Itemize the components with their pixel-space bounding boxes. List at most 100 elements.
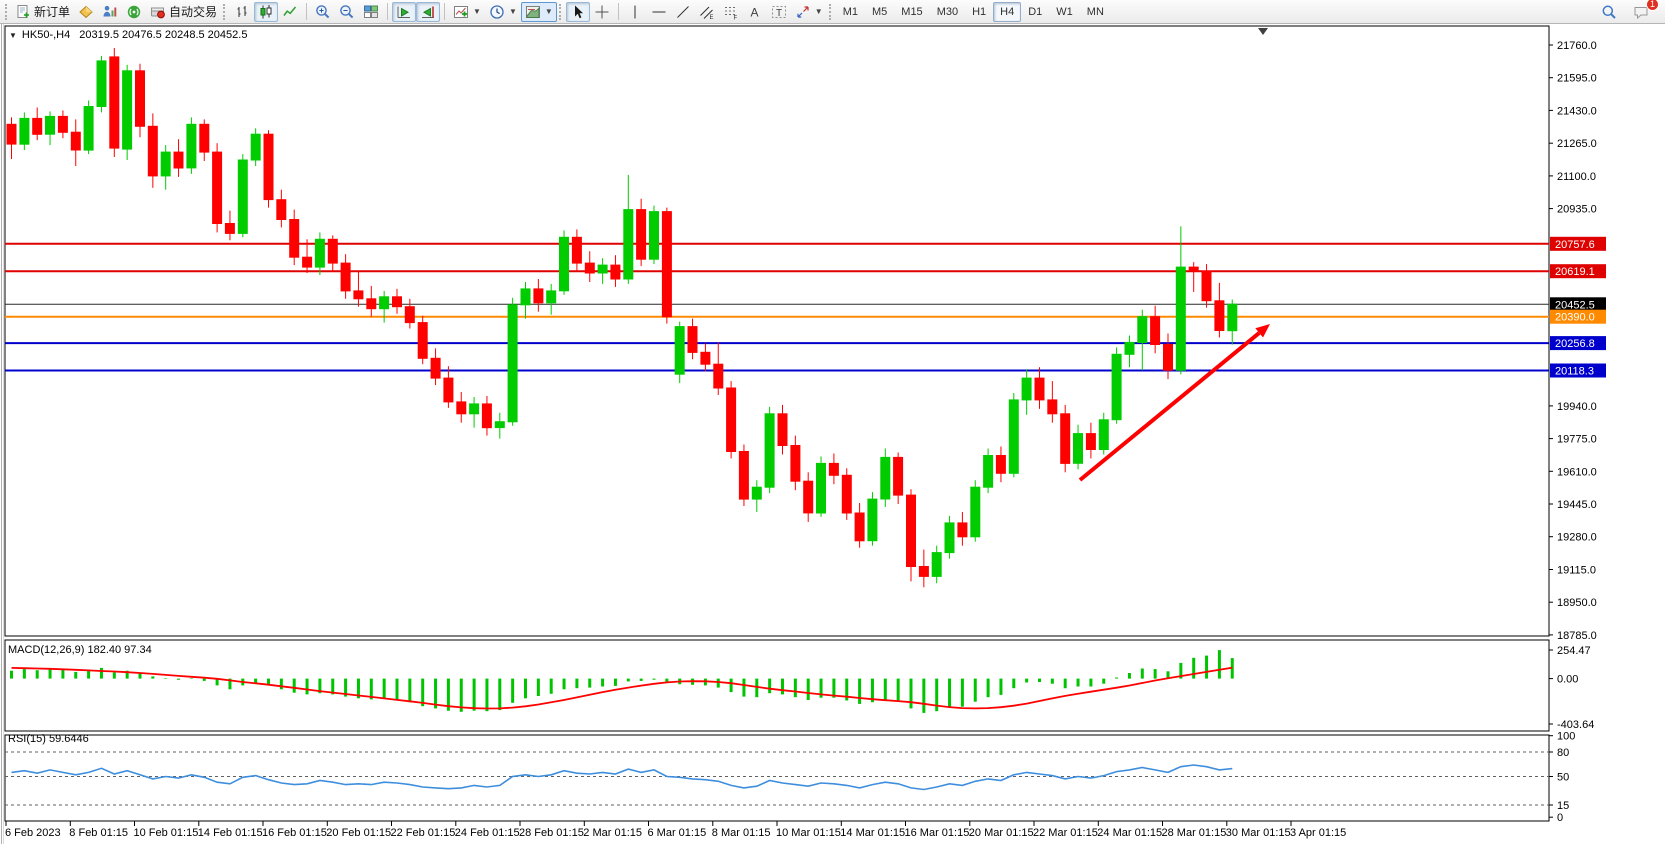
equidistant-channel-button[interactable]: E <box>695 2 719 22</box>
line-chart-button[interactable] <box>278 2 302 22</box>
auto-scroll-button[interactable] <box>392 1 417 22</box>
candle-body <box>533 288 544 304</box>
timeframe-m5[interactable]: M5 <box>872 5 888 18</box>
candle-body <box>57 115 68 133</box>
market-depth-button[interactable] <box>98 2 122 22</box>
candle-body <box>1073 433 1083 464</box>
timeframe-h1[interactable]: H1 <box>972 5 987 18</box>
periods-button[interactable]: ▼ <box>485 2 521 22</box>
candle-body <box>1201 270 1212 302</box>
candle-body <box>546 290 557 304</box>
text-button[interactable]: A <box>743 2 767 22</box>
zoom-in-button[interactable] <box>311 2 335 22</box>
collapse-triangle-icon[interactable]: ▼ <box>9 31 17 40</box>
candle-body <box>443 377 454 403</box>
candle-body <box>649 211 659 260</box>
vertical-line-button[interactable] <box>623 2 647 22</box>
horizontal-line-button[interactable] <box>647 2 671 22</box>
macd-axis-label: -403.64 <box>1557 719 1594 731</box>
candle-body <box>366 298 377 310</box>
indicators-button[interactable]: ▼ <box>449 2 485 22</box>
timeframe-d1[interactable]: D1 <box>1028 5 1043 18</box>
candle-body <box>199 123 210 153</box>
chart-ohlc-info[interactable]: ▼ HK50-,H4 20319.5 20476.5 20248.5 20452.5 <box>9 29 247 41</box>
candle-body <box>906 494 916 568</box>
autotrading-label: 自动交易 <box>169 5 218 19</box>
vertical-line-icon <box>634 5 636 18</box>
candle-body <box>481 403 492 429</box>
pane-frame <box>4 639 1550 732</box>
candle-body <box>1085 433 1096 451</box>
notifications-button[interactable]: 1 <box>1629 0 1659 22</box>
search-button[interactable] <box>1597 2 1621 22</box>
rsi-axis-label: 15 <box>1557 800 1569 812</box>
price-tick-label: 19610.0 <box>1557 466 1597 478</box>
time-tick-label: 14 Mar 01:15 <box>840 827 905 839</box>
trend-arrow-line[interactable] <box>1078 331 1261 482</box>
price-tick-label: 21430.0 <box>1557 105 1597 117</box>
timeframe-group: M1 M5 M15 M30 H1 H4 D1 W1 MN <box>836 1 1111 22</box>
candle-body <box>816 462 826 514</box>
candle-body <box>1098 419 1109 450</box>
price-tick-label: 19115.0 <box>1557 565 1596 577</box>
chart-shift-button[interactable] <box>416 1 441 22</box>
candle-body <box>661 211 672 318</box>
toolbar-grip <box>5 3 7 20</box>
candle-body <box>469 403 480 415</box>
trendline-button[interactable] <box>671 2 695 22</box>
templates-button[interactable]: ▼ <box>520 1 557 22</box>
arrows-button[interactable]: ▼ <box>791 2 827 22</box>
zoom-out-button[interactable] <box>335 2 359 22</box>
price-tick-label: 21760.0 <box>1557 40 1597 52</box>
price-tick-label: 18950.0 <box>1557 597 1597 609</box>
tile-windows-button[interactable] <box>359 2 383 22</box>
candles-chart-button[interactable] <box>254 1 279 22</box>
equidistant-channel-icon: E <box>699 6 713 20</box>
chart-shift-marker[interactable] <box>1258 28 1268 35</box>
trend-arrow-head[interactable] <box>1255 324 1270 338</box>
price-tick-label: 19940.0 <box>1557 401 1597 413</box>
timeframe-m15[interactable]: M15 <box>901 5 923 18</box>
autotrading-icon <box>151 7 165 18</box>
new-order-button[interactable]: 新订单 <box>12 2 74 22</box>
time-tick-label: 22 Mar 01:15 <box>1033 827 1098 839</box>
fibonacci-button[interactable]: F <box>719 2 743 22</box>
timeframe-m1[interactable]: M1 <box>842 5 858 18</box>
candle-body <box>1111 353 1122 421</box>
timeframe-w1[interactable]: W1 <box>1056 5 1073 18</box>
bars-chart-button[interactable] <box>230 2 254 22</box>
zoom-out-icon <box>340 4 354 18</box>
chart-background <box>0 24 1665 844</box>
macd-indicator-label: MACD(12,26,9) 182.40 97.34 <box>8 644 152 656</box>
zoom-in-icon <box>316 4 330 18</box>
timeframe-h4[interactable]: H4 <box>993 1 1022 22</box>
candle-body <box>918 566 929 577</box>
candle-body <box>96 60 107 107</box>
arrow-objects-icon <box>797 5 809 18</box>
time-axis: 6 Feb 2023 8 Feb 01:15 10 Feb 01:15 14 Feb … <box>5 821 1346 839</box>
candle-body <box>353 290 364 300</box>
candle-body <box>392 296 402 308</box>
timeframe-mn[interactable]: MN <box>1086 5 1104 18</box>
candle-body <box>1188 266 1199 272</box>
candle-body <box>327 238 338 264</box>
macd-signal-line <box>11 666 1233 710</box>
crosshair-button[interactable] <box>590 2 614 22</box>
candle-body <box>970 486 981 538</box>
autotrading-button[interactable]: 自动交易 <box>146 2 221 22</box>
metaeditor-button[interactable] <box>74 2 98 22</box>
price-badge <box>1550 297 1606 312</box>
auto-scroll-icon <box>397 6 411 18</box>
svg-text:E: E <box>709 15 713 20</box>
candle-body <box>302 256 313 268</box>
text-label-button[interactable]: T <box>767 2 791 22</box>
candlestick-icon <box>260 4 272 18</box>
time-tick-label: 24 Feb 01:15 <box>455 827 520 839</box>
time-tick-label: 8 Feb 01:15 <box>69 827 128 839</box>
candle-body <box>893 456 904 496</box>
time-tick-label: 28 Feb 01:15 <box>519 827 584 839</box>
signals-button[interactable] <box>122 2 146 22</box>
timeframe-m30[interactable]: M30 <box>936 5 959 18</box>
cursor-button[interactable] <box>565 1 590 22</box>
